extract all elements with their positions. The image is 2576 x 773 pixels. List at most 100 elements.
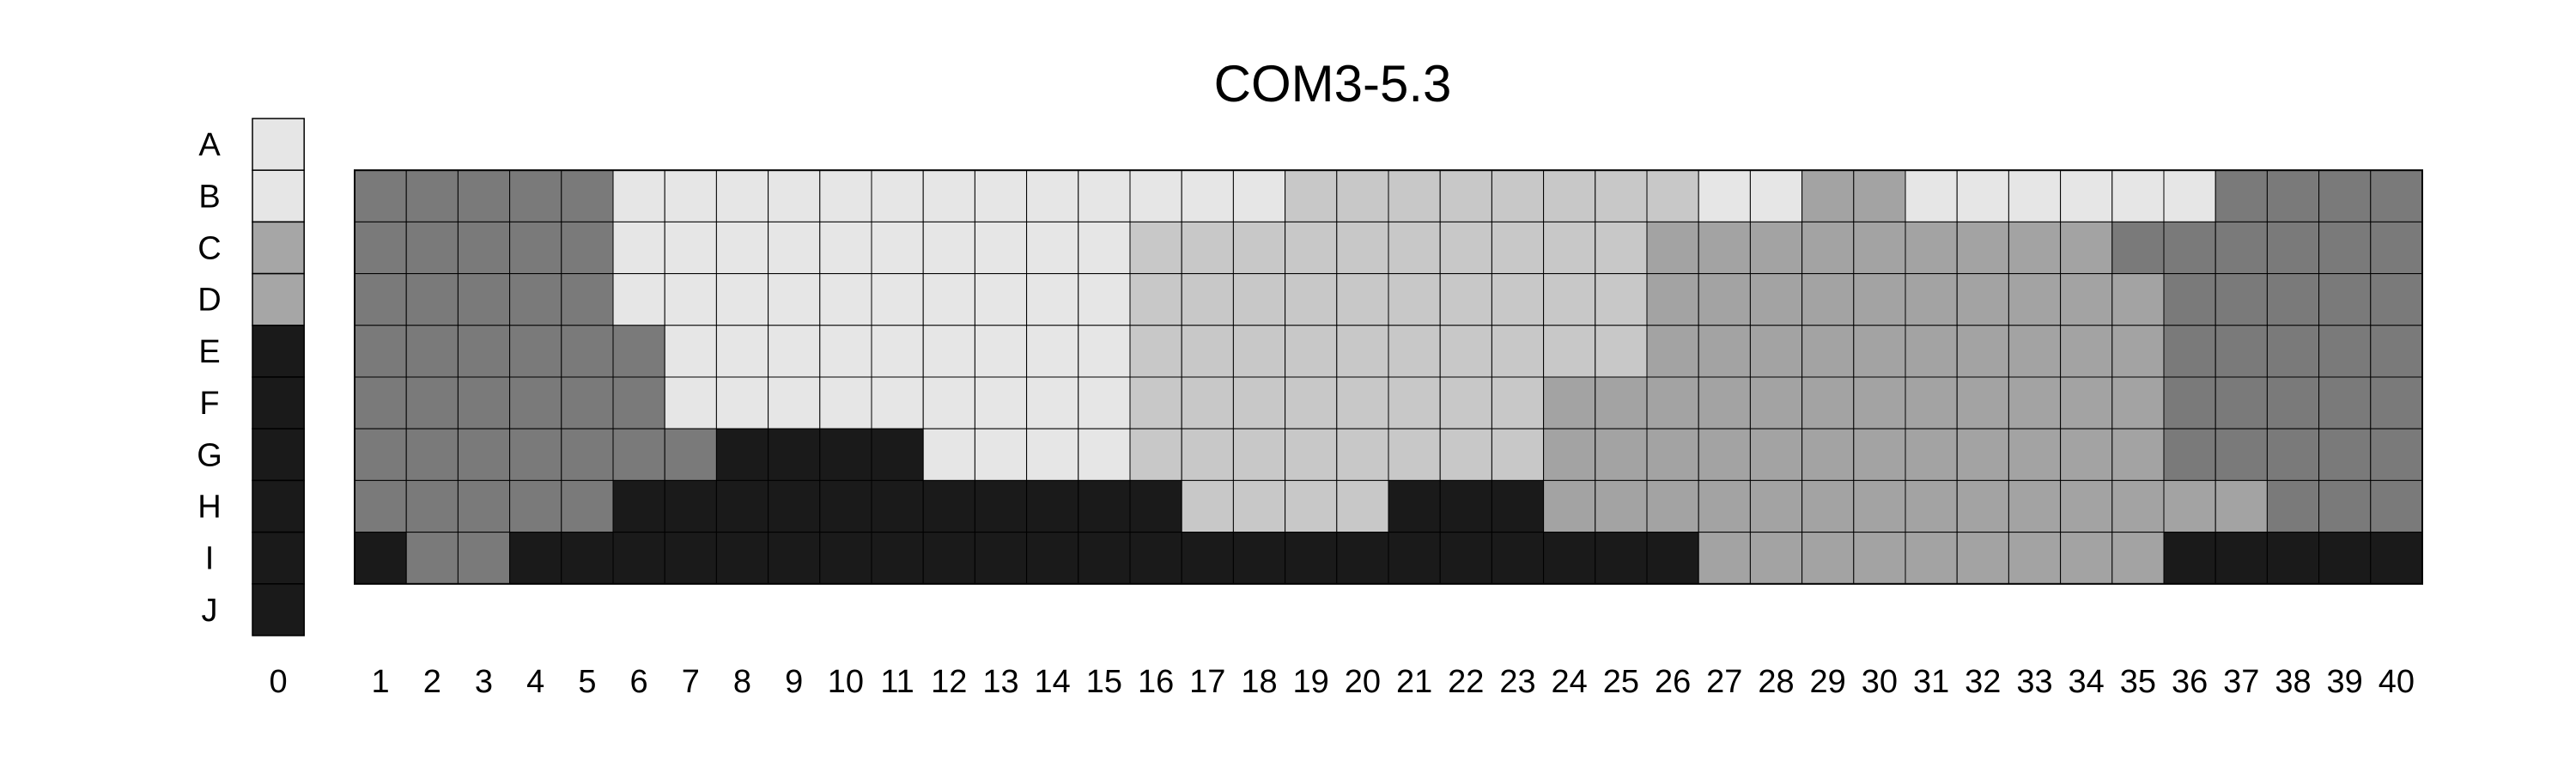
heatmap-cell bbox=[2370, 376, 2423, 429]
heatmap-cell bbox=[2008, 532, 2062, 585]
heatmap-cell bbox=[1956, 428, 2009, 481]
heatmap-cell bbox=[2060, 428, 2113, 481]
heatmap-cell bbox=[1129, 273, 1182, 326]
column-label: 9 bbox=[785, 664, 803, 700]
heatmap-cell bbox=[2111, 428, 2165, 481]
column-label: 27 bbox=[1706, 664, 1742, 700]
heatmap-cell bbox=[1698, 532, 1751, 585]
column-label: 13 bbox=[982, 664, 1018, 700]
heatmap-cell bbox=[2215, 428, 2268, 481]
heatmap-cell bbox=[1491, 479, 1545, 533]
heatmap-cell bbox=[1181, 221, 1234, 275]
heatmap-cell bbox=[1956, 221, 2009, 275]
column-label: 33 bbox=[2016, 664, 2052, 700]
column-label: 23 bbox=[1499, 664, 1535, 700]
column-label: 30 bbox=[1862, 664, 1898, 700]
heatmap-cell bbox=[819, 376, 872, 429]
row-label: E bbox=[198, 334, 220, 370]
heatmap-cell bbox=[457, 169, 511, 222]
heatmap-cell bbox=[2060, 221, 2113, 275]
heatmap-cell bbox=[1336, 273, 1389, 326]
heatmap-cell bbox=[664, 325, 717, 378]
heatmap-cell bbox=[509, 428, 562, 481]
column-label: 34 bbox=[2069, 664, 2105, 700]
heatmap-cell bbox=[1853, 428, 1906, 481]
heatmap-cell bbox=[612, 273, 665, 326]
heatmap-cell bbox=[2318, 376, 2372, 429]
reference-cell bbox=[252, 272, 305, 326]
column-label: 37 bbox=[2223, 664, 2259, 700]
heatmap-cell bbox=[561, 169, 614, 222]
heatmap-cell bbox=[1026, 532, 1079, 585]
column-label: 21 bbox=[1396, 664, 1432, 700]
column-label: 29 bbox=[1810, 664, 1846, 700]
heatmap-cell bbox=[1285, 273, 1338, 326]
row-label: B bbox=[198, 179, 220, 215]
heatmap-cell bbox=[1646, 325, 1699, 378]
heatmap-cell bbox=[1232, 169, 1286, 222]
heatmap-cell bbox=[871, 428, 924, 481]
reference-cell bbox=[252, 169, 305, 223]
heatmap-cell bbox=[1336, 428, 1389, 481]
column-label: 15 bbox=[1086, 664, 1122, 700]
heatmap-cell bbox=[1388, 479, 1441, 533]
heatmap-cell bbox=[509, 376, 562, 429]
heatmap-cell bbox=[2008, 221, 2062, 275]
column-label: 1 bbox=[372, 664, 390, 700]
heatmap-cell bbox=[612, 169, 665, 222]
column-label: 2 bbox=[423, 664, 441, 700]
column-label: 17 bbox=[1189, 664, 1225, 700]
heatmap-cell bbox=[2163, 479, 2216, 533]
heatmap-cell bbox=[1853, 479, 1906, 533]
heatmap-cell bbox=[1905, 273, 1958, 326]
heatmap-cell bbox=[1491, 221, 1545, 275]
heatmap-cell bbox=[1232, 532, 1286, 585]
heatmap-cell bbox=[922, 428, 975, 481]
heatmap-cell bbox=[1439, 479, 1492, 533]
heatmap-cell bbox=[2163, 428, 2216, 481]
heatmap-cell bbox=[1801, 479, 1855, 533]
heatmap-cell bbox=[1388, 325, 1441, 378]
heatmap-cell bbox=[354, 479, 407, 533]
heatmap-cell bbox=[1646, 273, 1699, 326]
heatmap-cell bbox=[819, 169, 872, 222]
heatmap-cell bbox=[509, 325, 562, 378]
heatmap-cell bbox=[457, 532, 511, 585]
heatmap-cell bbox=[1646, 221, 1699, 275]
heatmap-cell bbox=[922, 221, 975, 275]
heatmap-cell bbox=[2370, 532, 2423, 585]
heatmap-cell bbox=[922, 376, 975, 429]
heatmap-cell bbox=[1595, 273, 1648, 326]
heatmap-cell bbox=[819, 273, 872, 326]
heatmap-cell bbox=[2008, 169, 2062, 222]
heatmap-cell bbox=[2008, 273, 2062, 326]
heatmap-cell bbox=[1181, 532, 1234, 585]
heatmap-cell bbox=[1078, 169, 1131, 222]
heatmap-cell bbox=[768, 479, 821, 533]
heatmap-cell bbox=[405, 325, 459, 378]
column-label: 26 bbox=[1655, 664, 1691, 700]
heatmap-cell bbox=[2266, 532, 2320, 585]
heatmap-cell bbox=[871, 376, 924, 429]
heatmap-cell bbox=[2215, 479, 2268, 533]
heatmap-cell bbox=[1749, 325, 1803, 378]
heatmap-cell bbox=[2215, 376, 2268, 429]
heatmap-cell bbox=[1698, 169, 1751, 222]
heatmap-cell bbox=[1853, 221, 1906, 275]
heatmap-cell bbox=[1285, 428, 1338, 481]
heatmap-cell bbox=[715, 479, 769, 533]
heatmap-cell bbox=[1232, 376, 1286, 429]
heatmap-cell bbox=[2008, 479, 2062, 533]
heatmap-cell bbox=[1181, 479, 1234, 533]
heatmap-cell bbox=[354, 273, 407, 326]
heatmap-cell bbox=[922, 273, 975, 326]
heatmap-cell bbox=[509, 169, 562, 222]
heatmap-cell bbox=[1285, 325, 1338, 378]
heatmap-cell bbox=[819, 479, 872, 533]
reference-cell bbox=[252, 428, 305, 482]
heatmap-cell bbox=[974, 273, 1028, 326]
heatmap-cell bbox=[1698, 376, 1751, 429]
heatmap-cell bbox=[457, 479, 511, 533]
heatmap-cell bbox=[2266, 376, 2320, 429]
heatmap-cell bbox=[2266, 479, 2320, 533]
